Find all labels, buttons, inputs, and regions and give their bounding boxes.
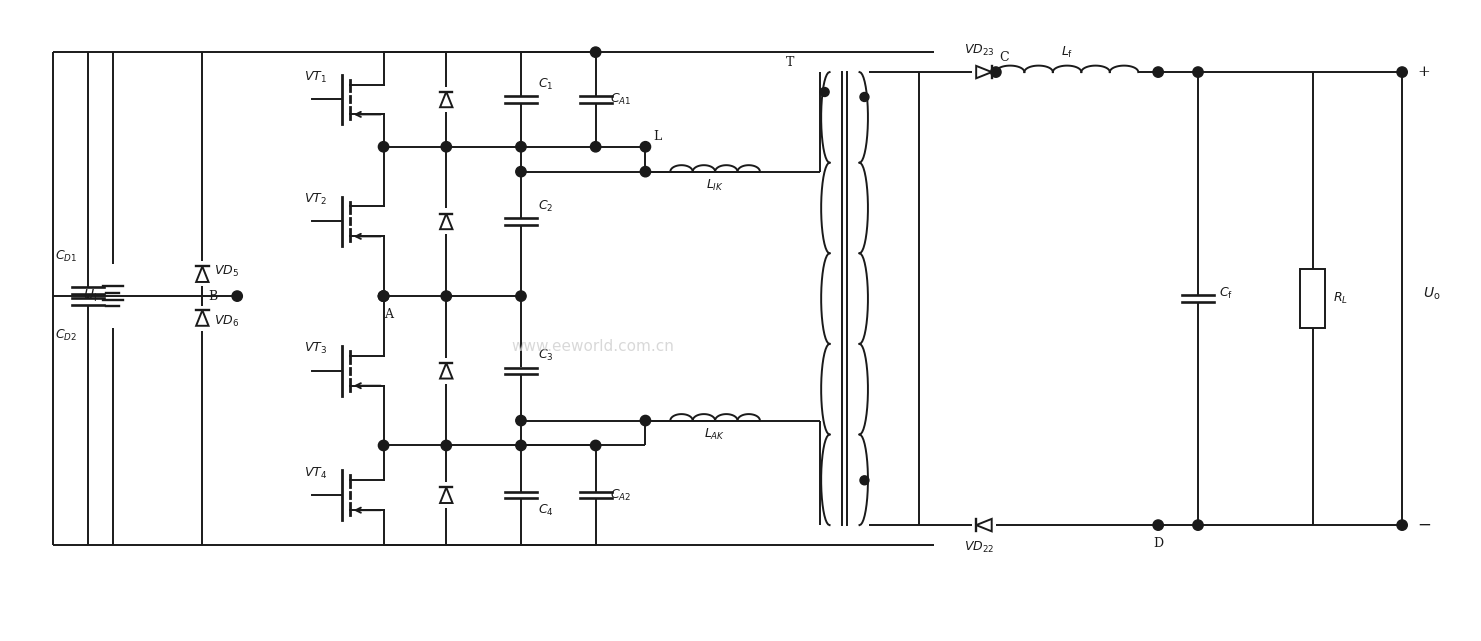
Circle shape: [515, 142, 526, 152]
Text: +: +: [1417, 65, 1429, 79]
Text: T: T: [785, 56, 794, 69]
Circle shape: [378, 440, 388, 451]
Circle shape: [820, 88, 829, 97]
Text: $C_4$: $C_4$: [538, 503, 554, 518]
Text: $C_{D2}$: $C_{D2}$: [55, 328, 77, 344]
Text: A: A: [384, 308, 392, 320]
Circle shape: [1154, 67, 1164, 78]
Circle shape: [860, 92, 869, 101]
Circle shape: [1192, 520, 1203, 530]
Circle shape: [378, 291, 388, 301]
Text: $C_{\rm f}$: $C_{\rm f}$: [1219, 286, 1232, 301]
Text: $C_3$: $C_3$: [538, 348, 554, 363]
Circle shape: [378, 142, 388, 152]
Text: $VD_{22}$: $VD_{22}$: [964, 540, 994, 554]
Circle shape: [441, 291, 452, 301]
Text: $VT_3$: $VT_3$: [304, 341, 327, 356]
Text: $C_{A2}$: $C_{A2}$: [610, 488, 631, 503]
Circle shape: [991, 67, 1001, 78]
Text: $VT_1$: $VT_1$: [304, 70, 327, 85]
Text: $L_{IK}$: $L_{IK}$: [706, 178, 724, 193]
Text: $C_{A1}$: $C_{A1}$: [610, 92, 631, 107]
Text: $U_{\rm i}$: $U_{\rm i}$: [83, 288, 96, 304]
Bar: [1300, 269, 1325, 328]
Circle shape: [515, 291, 526, 301]
Circle shape: [640, 415, 650, 426]
Circle shape: [1154, 520, 1164, 530]
Text: $R_L$: $R_L$: [1333, 291, 1348, 306]
Text: www.eeworld.com.cn: www.eeworld.com.cn: [511, 338, 674, 354]
Text: $L_{\rm f}$: $L_{\rm f}$: [1060, 45, 1074, 60]
Circle shape: [515, 415, 526, 426]
Circle shape: [1397, 67, 1407, 78]
Text: $VD_{23}$: $VD_{23}$: [964, 43, 994, 58]
Text: $VT_4$: $VT_4$: [304, 466, 327, 481]
Text: C: C: [1000, 51, 1009, 63]
Circle shape: [233, 291, 243, 301]
Text: D: D: [1154, 537, 1163, 549]
Text: $C_1$: $C_1$: [538, 77, 554, 92]
Circle shape: [640, 167, 650, 177]
Text: $C_2$: $C_2$: [538, 199, 554, 214]
Text: $VT_2$: $VT_2$: [304, 192, 327, 207]
Circle shape: [591, 440, 601, 451]
Text: $VD_5$: $VD_5$: [213, 263, 238, 279]
Text: $C_{D1}$: $C_{D1}$: [55, 249, 77, 264]
Circle shape: [1397, 520, 1407, 530]
Circle shape: [591, 142, 601, 152]
Circle shape: [441, 142, 452, 152]
Circle shape: [515, 440, 526, 451]
Text: −: −: [1417, 517, 1431, 533]
Circle shape: [1192, 67, 1203, 78]
Text: $L_{AK}$: $L_{AK}$: [705, 427, 726, 442]
Text: $VD_6$: $VD_6$: [213, 313, 238, 329]
Circle shape: [515, 167, 526, 177]
Circle shape: [591, 47, 601, 57]
Circle shape: [378, 291, 388, 301]
Circle shape: [640, 142, 650, 152]
Circle shape: [860, 476, 869, 485]
Text: L: L: [653, 130, 662, 144]
Circle shape: [378, 291, 388, 301]
Circle shape: [441, 440, 452, 451]
Text: $U_{\rm o}$: $U_{\rm o}$: [1423, 285, 1441, 302]
Text: B: B: [207, 290, 218, 303]
